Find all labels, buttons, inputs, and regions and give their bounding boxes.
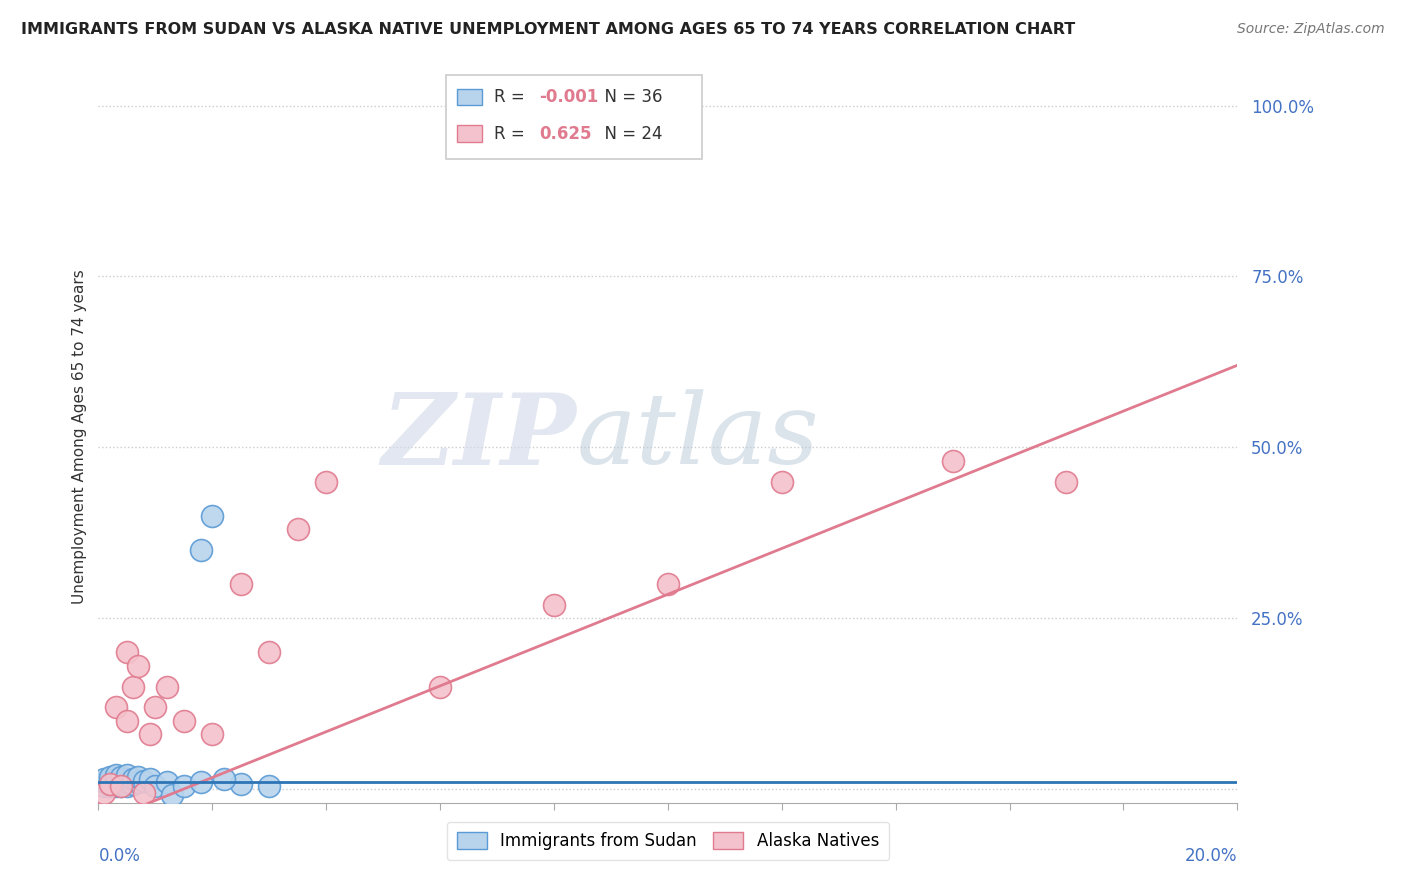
Point	[110, 779, 132, 793]
Text: R =: R =	[494, 125, 530, 143]
Point	[657, 577, 679, 591]
Point	[259, 645, 281, 659]
Point	[93, 772, 115, 786]
Text: R =: R =	[494, 88, 530, 106]
Point	[162, 788, 184, 802]
FancyBboxPatch shape	[457, 126, 482, 142]
Text: N = 36: N = 36	[593, 88, 662, 106]
Point	[93, 786, 115, 800]
Point	[104, 773, 127, 788]
Point	[110, 773, 132, 788]
Y-axis label: Unemployment Among Ages 65 to 74 years: Unemployment Among Ages 65 to 74 years	[72, 269, 87, 605]
Point	[138, 772, 160, 786]
FancyBboxPatch shape	[446, 75, 702, 159]
Point	[104, 779, 127, 793]
Point	[201, 508, 224, 523]
Point	[115, 779, 138, 793]
Point	[98, 779, 121, 793]
Text: ZIP: ZIP	[382, 389, 576, 485]
Point	[287, 522, 309, 536]
Point	[156, 680, 179, 694]
Text: -0.001: -0.001	[538, 88, 599, 106]
Point	[104, 768, 127, 782]
Point	[315, 475, 337, 489]
Point	[201, 727, 224, 741]
Point	[115, 645, 138, 659]
Point	[98, 773, 121, 788]
Point	[429, 680, 451, 694]
Point	[121, 772, 143, 786]
Point	[145, 700, 167, 714]
Point	[229, 577, 252, 591]
Point	[115, 768, 138, 782]
Text: atlas: atlas	[576, 390, 820, 484]
Point	[93, 775, 115, 789]
Point	[98, 770, 121, 784]
Point	[229, 777, 252, 791]
Text: 0.625: 0.625	[538, 125, 592, 143]
Point	[132, 786, 155, 800]
Point	[110, 777, 132, 791]
Point	[121, 777, 143, 791]
Point	[942, 454, 965, 468]
Point	[127, 659, 149, 673]
Point	[156, 775, 179, 789]
Point	[115, 714, 138, 728]
Legend: Immigrants from Sudan, Alaska Natives: Immigrants from Sudan, Alaska Natives	[447, 822, 889, 860]
Point	[132, 773, 155, 788]
Text: 0.0%: 0.0%	[98, 847, 141, 864]
Point	[138, 727, 160, 741]
Point	[110, 779, 132, 793]
FancyBboxPatch shape	[457, 89, 482, 105]
Point	[115, 775, 138, 789]
Point	[770, 475, 793, 489]
Point	[543, 598, 565, 612]
Point	[259, 779, 281, 793]
Point	[104, 772, 127, 786]
Point	[104, 777, 127, 791]
Point	[98, 777, 121, 791]
Point	[173, 779, 195, 793]
Point	[127, 775, 149, 789]
Point	[173, 714, 195, 728]
Point	[145, 779, 167, 793]
Point	[190, 775, 212, 789]
Text: Source: ZipAtlas.com: Source: ZipAtlas.com	[1237, 22, 1385, 37]
Point	[104, 700, 127, 714]
Text: IMMIGRANTS FROM SUDAN VS ALASKA NATIVE UNEMPLOYMENT AMONG AGES 65 TO 74 YEARS CO: IMMIGRANTS FROM SUDAN VS ALASKA NATIVE U…	[21, 22, 1076, 37]
Text: N = 24: N = 24	[593, 125, 662, 143]
Point	[190, 542, 212, 557]
Point	[212, 772, 235, 786]
Point	[93, 779, 115, 793]
Point	[1056, 475, 1078, 489]
Point	[127, 770, 149, 784]
Point	[121, 680, 143, 694]
Point	[115, 772, 138, 786]
Text: 20.0%: 20.0%	[1185, 847, 1237, 864]
Point	[110, 770, 132, 784]
Point	[98, 777, 121, 791]
